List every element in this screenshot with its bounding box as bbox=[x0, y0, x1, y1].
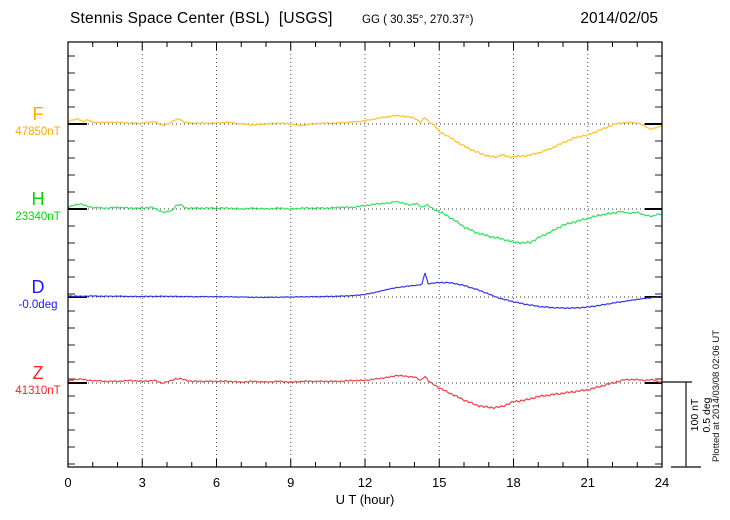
plot-timestamp: Plotted at 2014/03/08 02:06 UT bbox=[711, 329, 722, 463]
x-tick-label: 3 bbox=[139, 475, 146, 490]
channel-label-h: H 23340nT bbox=[6, 189, 70, 224]
channel-baseline-value-d: -0.0deg bbox=[18, 299, 58, 311]
channel-label-d: D -0.0deg bbox=[6, 277, 70, 312]
station-title: Stennis Space Center (BSL) [USGS] bbox=[70, 10, 333, 27]
channel-baseline-value-h: 23340nT bbox=[15, 211, 61, 223]
channel-letter-z: Z bbox=[32, 363, 44, 383]
scale-bar-label: 100 nT 0.5 deg bbox=[689, 383, 713, 447]
x-tick-label: 0 bbox=[64, 475, 71, 490]
x-tick-label: 18 bbox=[506, 475, 520, 490]
trace-Z bbox=[67, 374, 663, 410]
channel-letter-f: F bbox=[32, 104, 44, 124]
trace-F bbox=[67, 114, 663, 159]
x-tick-label: 21 bbox=[581, 475, 595, 490]
channel-letter-d: D bbox=[31, 277, 45, 297]
x-axis-label: U T (hour) bbox=[335, 492, 395, 507]
channel-label-f: F 47850nT bbox=[6, 104, 70, 139]
plot-date: 2014/02/05 bbox=[580, 10, 658, 27]
channel-baseline-value-z: 41310nT bbox=[15, 385, 61, 397]
x-tick-label: 12 bbox=[358, 475, 372, 490]
scale-bar-label-nt: 100 nT bbox=[689, 398, 701, 432]
x-tick-label: 24 bbox=[655, 475, 669, 490]
plot-frame bbox=[67, 41, 663, 468]
channel-baseline-value-f: 47850nT bbox=[15, 126, 61, 138]
geographic-coords: GG ( 30.35°, 270.37°) bbox=[362, 14, 474, 26]
trace-H bbox=[67, 200, 663, 245]
x-tick-label: 15 bbox=[432, 475, 446, 490]
x-tick-label: 6 bbox=[213, 475, 220, 490]
trace-D bbox=[67, 272, 663, 310]
channel-label-z: Z 41310nT bbox=[6, 363, 70, 398]
channel-letter-h: H bbox=[31, 189, 45, 209]
x-tick-label: 9 bbox=[287, 475, 294, 490]
